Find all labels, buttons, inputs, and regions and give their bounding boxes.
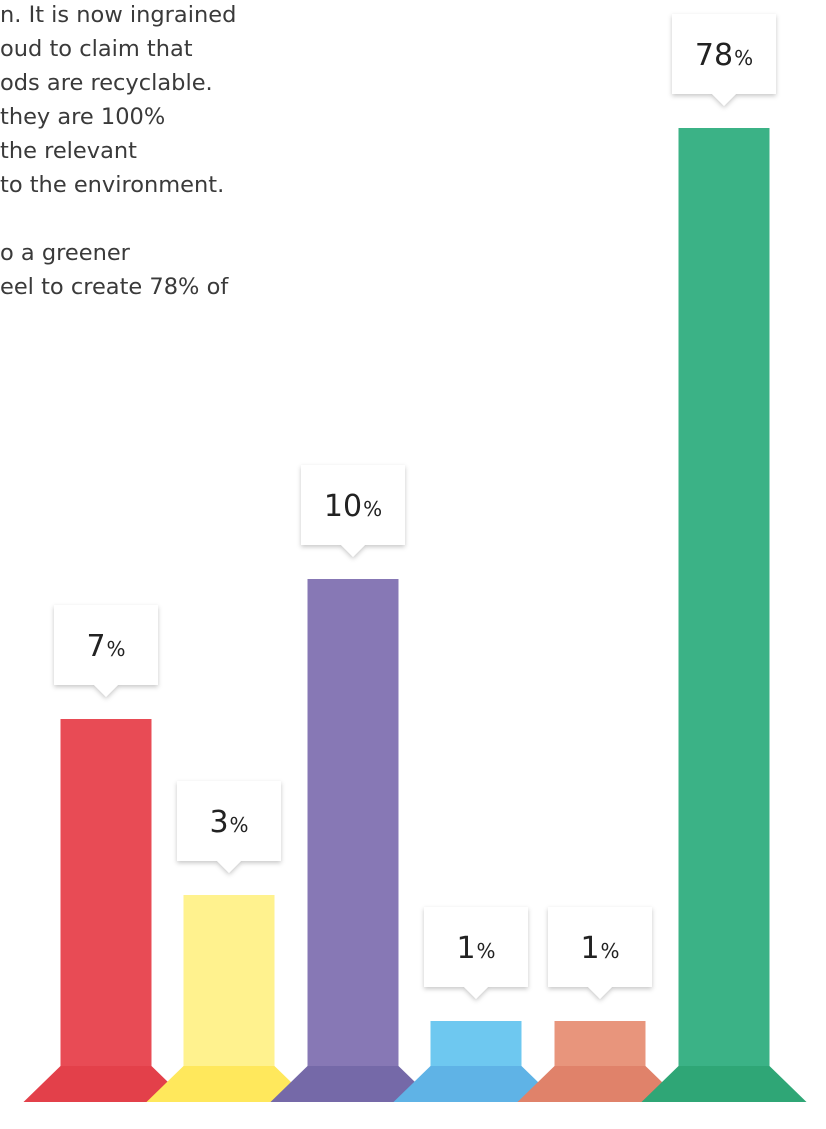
bar-base (517, 1066, 683, 1102)
data-label: 7% (86, 629, 125, 664)
data-label-value: 10 (324, 489, 362, 524)
bar-base (23, 1066, 189, 1102)
data-label-unit: % (601, 939, 620, 963)
data-label: 1% (580, 931, 619, 966)
data-label-unit: % (107, 637, 126, 661)
callout-box (424, 907, 528, 999)
bar (430, 1021, 522, 1066)
data-label: 78% (695, 38, 753, 73)
bar-base (270, 1066, 436, 1102)
intro-line: ods are recyclable. (0, 70, 213, 96)
callout-box (548, 907, 652, 999)
data-label-unit: % (477, 939, 496, 963)
callout-box (177, 781, 281, 873)
intro-line: the relevant (0, 138, 137, 164)
data-label-value: 1 (456, 931, 475, 966)
callout-box (54, 605, 158, 697)
bar (60, 719, 152, 1066)
data-label-value: 3 (209, 805, 228, 840)
callout-box (672, 14, 776, 106)
data-label-unit: % (734, 46, 753, 70)
data-label: 10% (324, 489, 382, 524)
value-callout: 78% (672, 14, 776, 106)
bar (554, 1021, 646, 1066)
intro-line: n. It is now ingrained (0, 2, 237, 28)
value-callout: 10% (301, 465, 405, 557)
intro-line: oud to claim that (0, 36, 193, 62)
intro-paragraph: n. It is now ingrained oud to claim that o… (0, 0, 330, 304)
bar-base (641, 1066, 807, 1102)
data-label-value: 1 (580, 931, 599, 966)
data-label: 3% (209, 805, 248, 840)
data-label-unit: % (363, 497, 382, 521)
data-label-value: 78 (695, 38, 733, 73)
bar-base (146, 1066, 312, 1102)
intro-line: o a greener (0, 240, 130, 266)
bar-base (393, 1066, 559, 1102)
value-callout: 1% (424, 907, 528, 999)
value-callout: 1% (548, 907, 652, 999)
bar (183, 895, 275, 1066)
bar (307, 579, 399, 1066)
data-label-value: 7 (86, 629, 105, 664)
data-label-unit: % (230, 813, 249, 837)
bar (678, 128, 770, 1066)
value-callout: 3% (177, 781, 281, 873)
value-callout: 7% (54, 605, 158, 697)
intro-line: eel to create 78% of (0, 274, 229, 300)
intro-line: they are 100% (0, 104, 166, 130)
callout-box (301, 465, 405, 557)
intro-line: to the environment. (0, 172, 225, 198)
data-label: 1% (456, 931, 495, 966)
